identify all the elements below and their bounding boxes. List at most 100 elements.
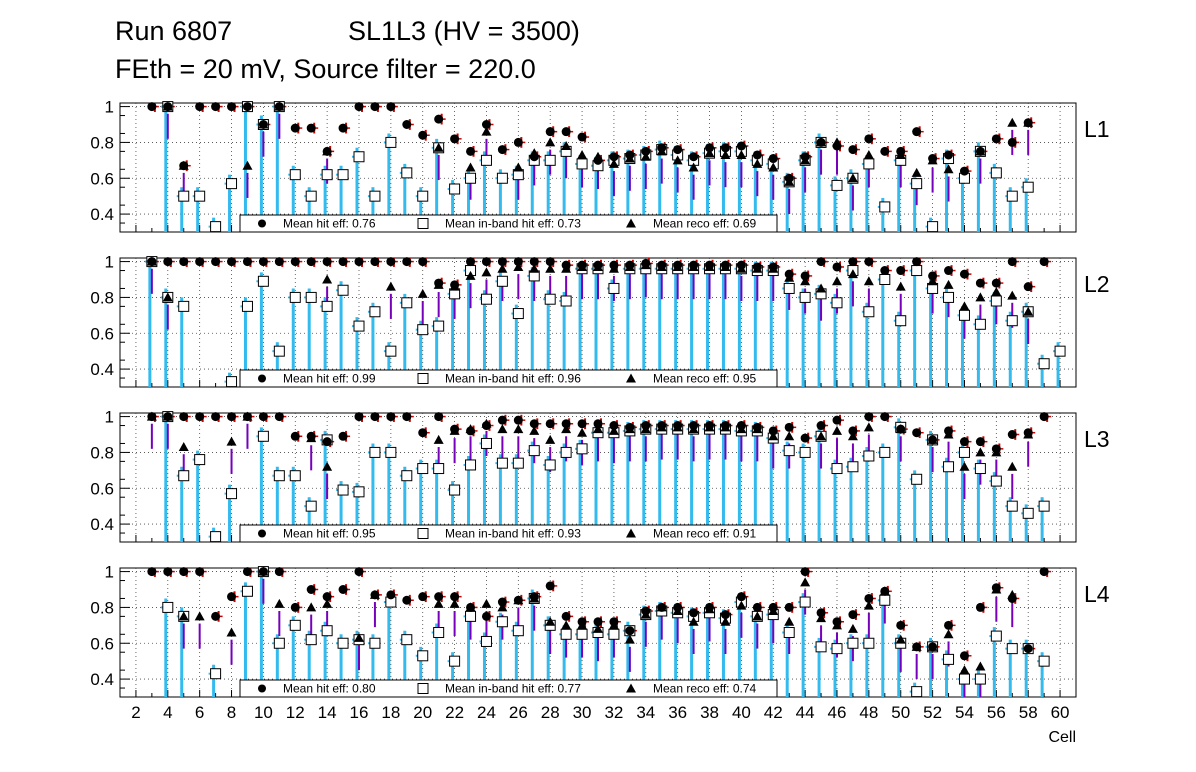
inband-marker: [576, 158, 588, 170]
hit-marker: [561, 127, 571, 137]
inband-marker: [353, 486, 365, 498]
hit-marker: [689, 260, 699, 270]
inband-marker: [226, 178, 238, 190]
legend: Mean hit eff: 0.76 Mean in-band hit eff: …: [239, 214, 778, 233]
reco-marker: [481, 598, 492, 608]
hit-marker: [290, 602, 300, 612]
inband-marker: [831, 179, 843, 191]
inband-marker: [1054, 345, 1066, 357]
inband-marker: [958, 309, 970, 321]
hit-marker: [306, 123, 316, 133]
hit-marker: [322, 592, 332, 602]
inband-marker: [863, 637, 875, 649]
reco-marker: [226, 627, 237, 637]
inband-marker: [289, 169, 301, 181]
hit-marker: [625, 626, 635, 636]
legend-reco-marker: [626, 218, 636, 228]
reco-marker: [927, 276, 938, 286]
inband-marker: [990, 167, 1002, 179]
inband-marker: [879, 594, 891, 606]
inband-marker: [544, 154, 556, 166]
hit-marker: [386, 257, 396, 267]
hit-marker: [689, 608, 699, 618]
reco-marker: [959, 665, 970, 675]
reco-marker: [847, 173, 858, 183]
inband-marker: [305, 500, 317, 512]
legend-hit-label: Mean hit eff: 0.99: [283, 372, 376, 386]
y-tick-label: 1: [105, 563, 114, 582]
legend-reco-marker: [626, 373, 636, 383]
hit-marker: [609, 152, 619, 162]
inband-marker: [449, 183, 461, 195]
reco-marker: [593, 424, 603, 434]
hit-marker: [928, 642, 938, 652]
hit-marker: [991, 444, 1001, 454]
hit-marker: [768, 426, 778, 436]
hit-marker: [705, 143, 715, 153]
hit-marker: [402, 412, 412, 422]
inband-marker: [1038, 358, 1050, 370]
reco-marker: [863, 600, 874, 610]
reco-marker: [385, 281, 396, 291]
hit-marker: [1039, 412, 1049, 422]
hit-marker: [338, 431, 348, 441]
hit-marker: [975, 602, 985, 612]
hit-marker: [163, 102, 173, 112]
hit-marker: [258, 257, 268, 267]
inband-marker: [449, 484, 461, 496]
legend-inband-marker: [417, 528, 429, 539]
inband-marker: [544, 293, 556, 305]
inband-marker: [799, 596, 811, 608]
x-tick-label: 24: [477, 703, 496, 722]
hit-marker: [720, 421, 730, 431]
inband-marker: [210, 668, 222, 680]
inband-marker: [305, 291, 317, 303]
inband-marker: [417, 324, 429, 336]
reco-marker: [433, 434, 444, 444]
inband-marker: [1038, 500, 1050, 512]
hit-marker: [832, 262, 842, 272]
reco-marker: [497, 263, 508, 273]
hit-marker: [258, 412, 268, 422]
hit-marker: [481, 120, 491, 129]
x-tick-label: 26: [509, 703, 528, 722]
inband-marker: [369, 637, 381, 649]
inband-marker: [879, 446, 891, 458]
hit-marker: [975, 278, 985, 288]
reco-marker: [752, 158, 763, 168]
legend-reco-label: Mean reco eff: 0.95: [653, 372, 757, 386]
legend-hit-marker: [258, 374, 266, 383]
inband-marker: [783, 445, 795, 457]
hit-marker: [912, 257, 922, 267]
hit-marker: [975, 437, 985, 447]
hit-marker: [800, 152, 810, 162]
x-tick-label: 44: [796, 703, 815, 722]
legend-inband-label: Mean in-band hit eff: 0.73: [445, 217, 581, 231]
x-tick-label: 34: [636, 703, 655, 722]
inband-marker: [289, 291, 301, 303]
hit-marker: [1007, 430, 1017, 439]
x-tick-label: 2: [131, 703, 140, 722]
hit-marker: [768, 602, 778, 612]
hit-marker: [242, 257, 252, 267]
hit-marker: [274, 567, 284, 577]
hit-marker: [1023, 644, 1033, 654]
reco-marker: [895, 281, 906, 291]
hit-marker: [1007, 137, 1017, 147]
inband-marker: [369, 306, 381, 318]
inband-marker: [576, 628, 588, 640]
inband-marker: [401, 167, 413, 179]
hit-marker: [354, 567, 364, 577]
hit-marker: [418, 428, 428, 438]
hit-marker: [625, 422, 635, 432]
reco-marker: [1007, 461, 1018, 471]
inband-marker: [465, 610, 477, 622]
panel-l1: 0.4 0.6 0.8 1 Mean hit eff: 0.76 Mean in-band…: [90, 98, 1110, 233]
reco-marker: [816, 431, 827, 441]
hit-marker: [784, 173, 794, 183]
reco-marker: [784, 431, 795, 441]
inband-marker: [863, 306, 875, 318]
inband-marker: [895, 315, 907, 327]
inband-marker: [194, 190, 206, 202]
hit-marker: [322, 437, 332, 447]
